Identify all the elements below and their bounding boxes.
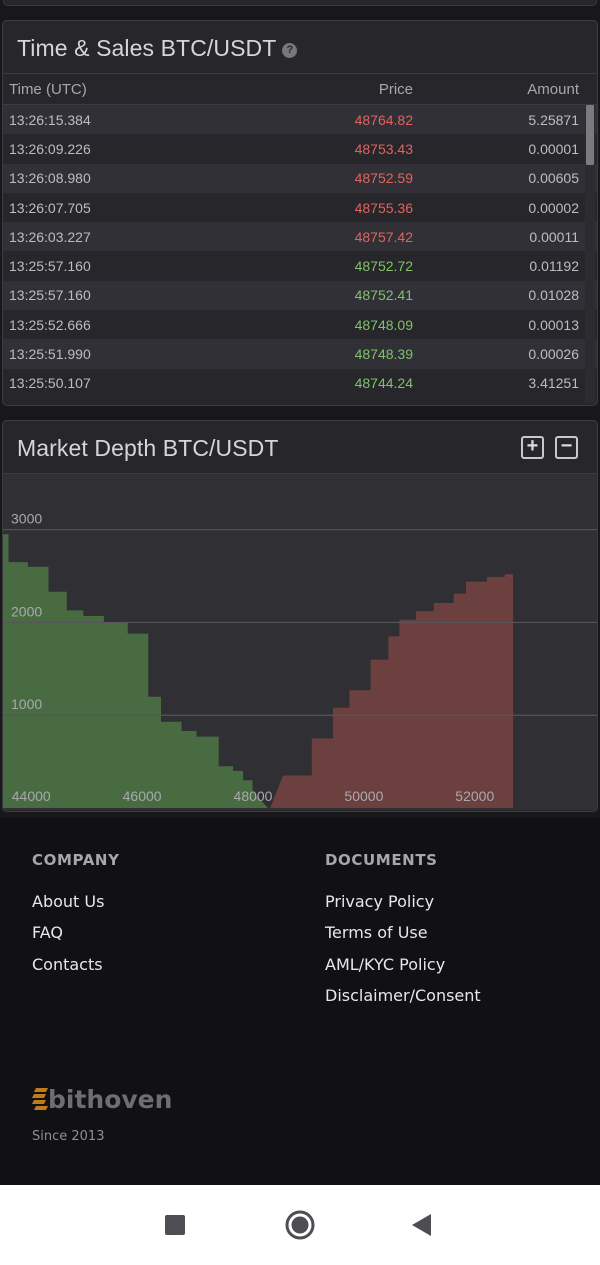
market-depth-title: Market Depth BTC/USDT bbox=[17, 435, 279, 461]
trade-time: 13:26:08.980 bbox=[9, 170, 91, 187]
since-text: Since 2013 bbox=[32, 1129, 105, 1144]
disclaimer-consent-link[interactable]: Disclaimer/Consent bbox=[325, 986, 481, 1005]
trade-amount: 0.00011 bbox=[529, 228, 579, 245]
trade-amount: 0.01028 bbox=[528, 287, 579, 304]
x-tick-label: 48000 bbox=[234, 788, 273, 804]
table-row: 13:25:50.107 48744.24 3.41251 bbox=[3, 368, 597, 398]
system-navigation-bar bbox=[0, 1185, 600, 1265]
terms-of-use-link[interactable]: Terms of Use bbox=[325, 923, 428, 942]
question-circle-icon[interactable]: ? bbox=[282, 43, 298, 58]
svg-text:bithoven: bithoven bbox=[48, 1085, 172, 1114]
trade-amount: 0.00002 bbox=[528, 199, 579, 216]
zoom-out-button[interactable]: − bbox=[555, 436, 578, 459]
trade-amount: 0.00026 bbox=[528, 346, 579, 363]
trade-price: 48764.82 bbox=[354, 111, 413, 128]
company-heading: COMPANY bbox=[32, 851, 120, 869]
trade-amount: 0.01192 bbox=[529, 258, 579, 275]
documents-heading: DOCUMENTS bbox=[325, 851, 438, 869]
bithoven-logo[interactable]: bithoven bbox=[32, 1080, 182, 1116]
trade-amount: 0.00605 bbox=[528, 170, 579, 187]
x-tick-label: 52000 bbox=[455, 788, 494, 804]
minus-square-icon: − bbox=[560, 435, 573, 457]
y-tick-label: 1000 bbox=[11, 696, 42, 712]
trade-amount: 0.00013 bbox=[528, 316, 579, 333]
trade-time: 13:25:52.666 bbox=[9, 316, 91, 333]
depth-chart[interactable]: 1000 2000 3000 44000 46000 48000 50000 52000 bbox=[3, 473, 597, 810]
column-header-time: Time (UTC) bbox=[9, 80, 87, 98]
trade-time: 13:26:15.384 bbox=[9, 111, 91, 128]
trade-time: 13:25:51.990 bbox=[9, 346, 91, 363]
square-recents-icon[interactable] bbox=[150, 1185, 200, 1265]
plus-square-icon: + bbox=[526, 435, 539, 457]
table-body: 13:26:15.384 48764.82 5.25871 13:26:09.226 4… bbox=[3, 105, 597, 398]
trade-amount: 0.00001 bbox=[528, 140, 579, 157]
bids-depth-area bbox=[3, 534, 268, 808]
panel-title: Time & Sales BTC/USDT? bbox=[17, 35, 298, 62]
table-row: 13:26:03.227 48757.42 0.00011 bbox=[3, 222, 597, 252]
trade-price: 48744.24 bbox=[354, 375, 413, 392]
trade-time: 13:25:57.160 bbox=[9, 258, 91, 275]
table-header: Time (UTC) Price Amount bbox=[3, 74, 597, 105]
trade-time: 13:25:50.107 bbox=[9, 375, 91, 392]
x-tick-label: 44000 bbox=[12, 788, 51, 804]
y-tick-label: 3000 bbox=[11, 511, 42, 527]
triangle-back-icon[interactable] bbox=[398, 1185, 448, 1265]
table-row: 13:25:51.990 48748.39 0.00026 bbox=[3, 339, 597, 369]
previous-panel-edge bbox=[0, 0, 600, 20]
table-row: 13:26:09.226 48753.43 0.00001 bbox=[3, 134, 597, 164]
trade-price: 48752.59 bbox=[354, 170, 413, 187]
table-row: 13:25:52.666 48748.09 0.00013 bbox=[3, 310, 597, 340]
trade-time: 13:26:03.227 bbox=[9, 228, 91, 245]
column-header-amount: Amount bbox=[527, 80, 579, 98]
trade-price: 48755.36 bbox=[354, 199, 413, 216]
trade-time: 13:25:57.160 bbox=[9, 287, 91, 304]
contacts-link[interactable]: Contacts bbox=[32, 955, 103, 974]
trade-price: 48748.39 bbox=[354, 346, 413, 363]
trades-table: Time (UTC) Price Amount 13:26:15.384 4876… bbox=[3, 73, 597, 398]
trade-time: 13:26:07.705 bbox=[9, 199, 91, 216]
site-footer: COMPANY About Us FAQ Contacts DOCUMENTS … bbox=[0, 818, 600, 1185]
depth-chart-svg: 1000 2000 3000 44000 46000 48000 50000 52000 bbox=[3, 474, 597, 810]
x-tick-label: 50000 bbox=[344, 788, 383, 804]
time-and-sales-panel: Time & Sales BTC/USDT? Time (UTC) Price … bbox=[2, 20, 598, 406]
table-row: 13:26:07.705 48755.36 0.00002 bbox=[3, 192, 597, 223]
table-row: 13:26:08.980 48752.59 0.00605 bbox=[3, 163, 597, 193]
circle-home-icon[interactable] bbox=[275, 1185, 325, 1265]
table-row: 13:25:57.160 48752.41 0.01028 bbox=[3, 280, 597, 311]
trade-price: 48753.43 bbox=[354, 140, 413, 157]
market-depth-panel: Market Depth BTC/USDT + − 1000 2000 3000 44… bbox=[2, 420, 598, 812]
trade-amount: 3.41251 bbox=[528, 375, 579, 392]
trade-amount: 5.25871 bbox=[528, 111, 579, 128]
aml-kyc-policy-link[interactable]: AML/KYC Policy bbox=[325, 955, 446, 974]
x-tick-label: 46000 bbox=[123, 788, 162, 804]
table-scrollbar[interactable] bbox=[585, 105, 595, 403]
privacy-policy-link[interactable]: Privacy Policy bbox=[325, 892, 435, 911]
y-tick-label: 2000 bbox=[11, 603, 42, 619]
time-sales-title: Time & Sales BTC/USDT bbox=[17, 35, 277, 61]
scrollbar-thumb[interactable] bbox=[586, 105, 594, 165]
trade-price: 48752.72 bbox=[354, 258, 413, 275]
trade-price: 48757.42 bbox=[354, 228, 413, 245]
column-header-price: Price bbox=[378, 80, 413, 98]
trade-time: 13:26:09.226 bbox=[9, 140, 91, 157]
asks-depth-area bbox=[270, 574, 514, 808]
trade-price: 48748.09 bbox=[354, 316, 413, 333]
faq-link[interactable]: FAQ bbox=[32, 923, 63, 942]
trade-price: 48752.41 bbox=[354, 287, 413, 304]
table-row: 13:25:57.160 48752.72 0.01192 bbox=[3, 251, 597, 281]
about-us-link[interactable]: About Us bbox=[32, 892, 105, 911]
zoom-in-button[interactable]: + bbox=[521, 436, 544, 459]
table-row: 13:26:15.384 48764.82 5.25871 bbox=[3, 105, 597, 135]
